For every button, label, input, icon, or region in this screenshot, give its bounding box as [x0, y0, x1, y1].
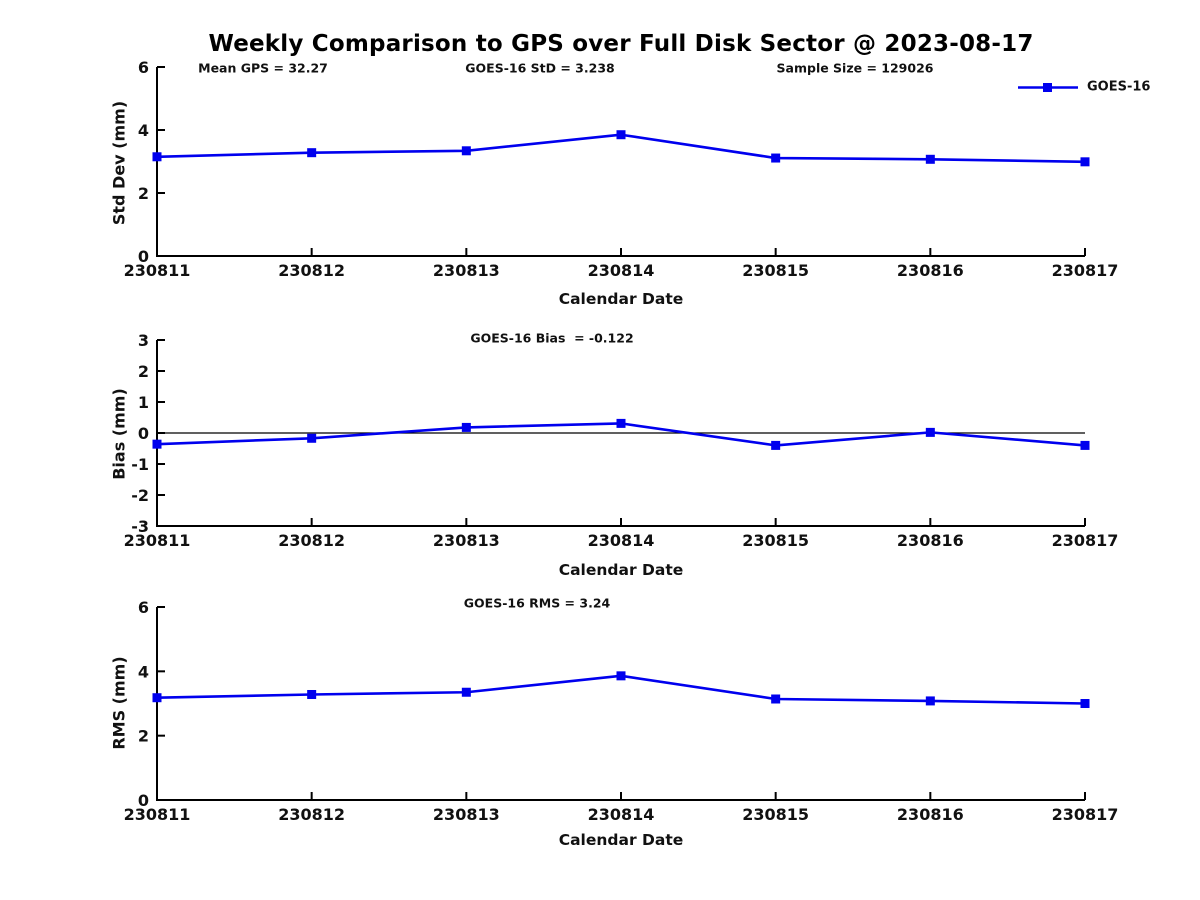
x-tick-label: 230815 [742, 531, 809, 550]
y-tick-label: 2 [138, 727, 149, 746]
data-point-marker [1080, 440, 1090, 450]
subplot-std-dev: 0 2 4 6 230811 230812 230813 230814 230815 230816… [124, 58, 1119, 280]
data-point-marker [461, 687, 471, 697]
x-tick-label: 230812 [278, 531, 345, 550]
y-axis-label-rms: RMS (mm) [109, 656, 129, 750]
data-point-marker [1080, 157, 1090, 167]
data-point-marker [771, 694, 781, 704]
legend-series-label: GOES-16 [1087, 79, 1151, 95]
x-tick-label: 230814 [588, 805, 655, 824]
y-tick-label: -3 [131, 517, 149, 536]
x-tick-label: 230817 [1052, 805, 1119, 824]
y-tick-label: -1 [131, 455, 149, 474]
x-tick-label: 230814 [588, 531, 655, 550]
x-tick-label: 230814 [588, 261, 655, 280]
y-axis-label-std-dev: Std Dev (mm) [109, 100, 129, 226]
annotation-mean-gps: Mean GPS = 32.27 [198, 60, 328, 76]
data-point-marker [1080, 699, 1090, 708]
data-point-marker [461, 146, 471, 156]
data-point-marker [152, 693, 162, 703]
data-point-marker [307, 689, 317, 699]
y-tick-label: 2 [138, 184, 149, 203]
y-tick-label: 4 [138, 662, 149, 681]
y-tick-label: 0 [138, 791, 149, 810]
data-point-marker [307, 433, 317, 443]
data-point-marker [616, 418, 626, 428]
y-tick-label: 2 [138, 362, 149, 381]
y-tick-label: 4 [138, 121, 149, 140]
data-point-marker [152, 152, 162, 162]
x-tick-label: 230817 [1052, 531, 1119, 550]
y-tick-label: 3 [138, 331, 149, 350]
y-tick-label: 1 [138, 393, 149, 412]
data-point-marker [925, 154, 935, 164]
y-tick-label: 0 [138, 247, 149, 266]
annotation-sample-size: Sample Size = 129026 [776, 60, 934, 76]
y-tick-label: 0 [138, 424, 149, 443]
axis-spines [156, 67, 1085, 257]
axis-spines [156, 607, 1085, 801]
data-point-marker [616, 130, 626, 140]
annotation-goes16-rms: GOES-16 RMS = 3.24 [463, 595, 611, 611]
x-tick-label: 230812 [278, 805, 345, 824]
subplot-rms: 0 2 4 6 230811 230812 230813 230814 230815 230816… [124, 598, 1119, 824]
x-axis-label-top: Calendar Date [558, 290, 684, 308]
x-tick-label: 230812 [278, 261, 345, 280]
y-axis-label-bias: Bias (mm) [109, 388, 129, 480]
chart-title: Weekly Comparison to GPS over Full Disk … [208, 31, 1034, 57]
annotation-goes16-std: GOES-16 StD = 3.238 [465, 60, 615, 76]
data-point-marker [771, 153, 781, 163]
data-point-marker [307, 148, 317, 158]
x-axis-label-middle: Calendar Date [558, 561, 684, 579]
x-axis-label-bottom: Calendar Date [558, 831, 684, 849]
annotation-goes16-bias: GOES-16 Bias = -0.122 [470, 330, 634, 346]
x-tick-label: 230813 [433, 531, 500, 550]
data-point-marker [152, 439, 162, 449]
y-tick-label: -2 [131, 486, 149, 505]
data-point-marker [461, 422, 471, 432]
data-point-marker [925, 427, 935, 437]
x-tick-label: 230817 [1052, 261, 1119, 280]
subplot-bias: -3 -2 -1 0 1 2 3 230811 230812 230813 230814 230815… [124, 331, 1119, 550]
y-tick-label: 6 [138, 58, 149, 77]
x-tick-label: 230816 [897, 261, 964, 280]
data-point-marker [616, 671, 626, 681]
x-tick-label: 230815 [742, 805, 809, 824]
x-tick-label: 230811 [124, 805, 191, 824]
x-tick-label: 230811 [124, 261, 191, 280]
x-tick-label: 230816 [897, 531, 964, 550]
x-tick-label: 230811 [124, 531, 191, 550]
x-tick-label: 230813 [433, 261, 500, 280]
x-tick-label: 230816 [897, 805, 964, 824]
data-point-marker [925, 696, 935, 706]
legend: GOES-16 [1017, 80, 1150, 95]
data-point-marker [771, 440, 781, 450]
x-tick-label: 230815 [742, 261, 809, 280]
legend-line-marker-icon [1018, 82, 1078, 92]
y-tick-label: 6 [138, 598, 149, 617]
x-tick-label: 230813 [433, 805, 500, 824]
